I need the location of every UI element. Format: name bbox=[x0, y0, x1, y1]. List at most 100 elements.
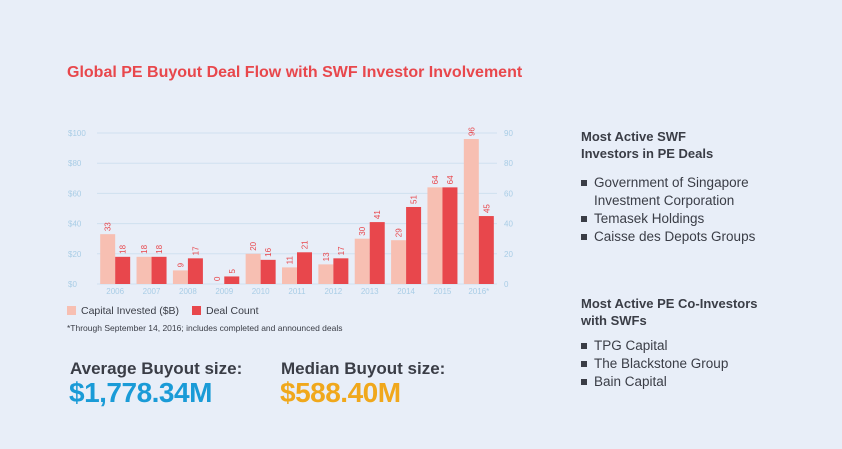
chart-title: Global PE Buyout Deal Flow with SWF Inve… bbox=[67, 64, 523, 81]
data-label-deal-count: 18 bbox=[119, 244, 128, 253]
data-label-deal-count: 21 bbox=[301, 240, 310, 249]
list-item: The Blackstone Group bbox=[581, 355, 728, 373]
list-item: Government of Singapore bbox=[581, 174, 755, 192]
bullet-icon bbox=[581, 379, 587, 385]
bar-deal-count bbox=[151, 256, 167, 284]
x-axis-tick-label: 2015 bbox=[434, 287, 452, 296]
bar-deal-count bbox=[115, 256, 131, 284]
median-buyout-label: Median Buyout size: bbox=[281, 359, 446, 378]
x-axis-tick-label: 2013 bbox=[361, 287, 379, 296]
x-axis-tick-label: 2011 bbox=[288, 287, 306, 296]
x-axis-tick-label: 2006 bbox=[106, 287, 124, 296]
list-item-label: TPG Capital bbox=[594, 338, 668, 353]
bar-deal-count bbox=[478, 216, 494, 284]
bullet-icon bbox=[581, 234, 587, 240]
right-axis-tick-label: 40 bbox=[504, 220, 513, 229]
median-buyout-value: $588.40M bbox=[280, 377, 401, 408]
bar-capital bbox=[354, 238, 370, 284]
bar-capital bbox=[172, 270, 188, 284]
data-label-deal-count: 16 bbox=[264, 247, 273, 256]
data-label-deal-count: 5 bbox=[228, 268, 237, 273]
data-label-deal-count: 18 bbox=[155, 244, 164, 253]
bar-deal-count bbox=[187, 258, 203, 284]
left-axis-tick-label: $60 bbox=[68, 189, 82, 198]
legend-label-capital: Capital Invested ($B) bbox=[81, 305, 180, 317]
bar-deal-count bbox=[369, 222, 385, 284]
data-label-deal-count: 17 bbox=[337, 246, 346, 255]
bar-deal-count bbox=[297, 252, 312, 284]
pe-heading-line2: with SWFs bbox=[581, 313, 647, 328]
average-buyout-value: $1,778.34M bbox=[69, 377, 212, 408]
bar-capital bbox=[318, 264, 334, 284]
data-label-capital: 64 bbox=[431, 175, 440, 184]
list-item-label: Temasek Holdings bbox=[594, 211, 705, 226]
list-item: Caisse des Depots Groups bbox=[581, 228, 755, 246]
legend-swatch-deals bbox=[191, 306, 201, 315]
bar-deal-count bbox=[224, 276, 240, 284]
x-axis-tick-label: 2007 bbox=[143, 287, 161, 296]
data-label-capital: 33 bbox=[104, 222, 113, 231]
data-label-capital: 11 bbox=[286, 256, 295, 265]
list-item: TPG Capital bbox=[581, 337, 728, 355]
list-item-label: The Blackstone Group bbox=[594, 356, 729, 371]
left-axis-tick-label: $20 bbox=[68, 250, 82, 259]
bar-deal-count bbox=[260, 259, 276, 284]
x-axis-tick-label: 2008 bbox=[179, 287, 197, 296]
swf-investors-heading: Most Active SWF Investors in PE Deals bbox=[581, 128, 713, 162]
x-axis-tick-label: 2010 bbox=[252, 287, 270, 296]
data-label-deal-count: 41 bbox=[373, 210, 382, 219]
right-axis-tick-label: 0 bbox=[504, 280, 509, 289]
data-label-capital: 20 bbox=[249, 241, 258, 250]
footnote: *Through September 14, 2016; includes co… bbox=[67, 323, 343, 333]
bullet-icon bbox=[581, 216, 587, 222]
pe-coinvestors-heading: Most Active PE Co-Investors with SWFs bbox=[581, 295, 758, 329]
swf-investors-list: Government of Singapore Investment Corpo… bbox=[581, 174, 755, 246]
data-label-capital: 13 bbox=[322, 252, 331, 261]
swf-heading-line1: Most Active SWF bbox=[581, 129, 686, 144]
bar-deal-count bbox=[406, 206, 422, 284]
data-label-capital: 18 bbox=[140, 244, 149, 253]
x-axis-tick-label: 2009 bbox=[215, 287, 233, 296]
list-item: Temasek Holdings bbox=[581, 210, 755, 228]
x-axis-tick-label: 2016* bbox=[468, 287, 489, 296]
data-label-deal-count: 45 bbox=[482, 204, 491, 213]
data-label-capital: 9 bbox=[176, 262, 185, 267]
left-axis-tick-label: $100 bbox=[68, 129, 86, 138]
data-label-capital: 0 bbox=[213, 276, 222, 281]
right-axis-tick-label: 60 bbox=[504, 189, 513, 198]
left-axis-tick-label: $40 bbox=[68, 220, 82, 229]
legend-swatch-capital bbox=[67, 306, 76, 315]
bar-capital bbox=[427, 187, 443, 284]
x-axis-tick-label: 2012 bbox=[324, 287, 342, 296]
bar-capital bbox=[282, 267, 297, 284]
right-axis-tick-label: 80 bbox=[504, 159, 513, 168]
bar-deal-count bbox=[442, 187, 458, 284]
bar-capital bbox=[245, 253, 261, 284]
swf-heading-line2: Investors in PE Deals bbox=[581, 146, 714, 161]
pe-coinvestors-list: TPG Capital The Blackstone Group Bain Ca… bbox=[581, 337, 728, 391]
bullet-icon bbox=[581, 180, 587, 186]
left-axis-tick-label: $0 bbox=[68, 280, 77, 289]
bar-capital bbox=[391, 240, 407, 284]
list-item-label: Bain Capital bbox=[594, 374, 667, 389]
legend-item-deals: Deal Count bbox=[191, 305, 259, 317]
chart-legend: Capital Invested ($B) Deal Count bbox=[67, 305, 269, 317]
bar-deal-count bbox=[333, 258, 349, 284]
bar-capital bbox=[463, 139, 479, 284]
list-item-label: Investment Corporation bbox=[594, 193, 735, 208]
left-axis-tick-label: $80 bbox=[68, 159, 82, 168]
bullet-icon bbox=[581, 361, 587, 367]
legend-label-deals: Deal Count bbox=[205, 305, 259, 317]
bar-capital bbox=[100, 234, 116, 284]
data-label-capital: 29 bbox=[395, 228, 404, 237]
data-label-capital: 96 bbox=[467, 127, 476, 136]
right-axis-tick-label: 20 bbox=[504, 250, 513, 259]
bar-capital bbox=[136, 256, 152, 284]
data-label-capital: 30 bbox=[358, 226, 367, 235]
average-buyout-label: Average Buyout size: bbox=[70, 359, 243, 378]
data-label-deal-count: 17 bbox=[191, 246, 200, 255]
bullet-icon bbox=[581, 343, 587, 349]
right-axis-tick-label: 90 bbox=[504, 129, 513, 138]
list-item-label: Caisse des Depots Groups bbox=[594, 229, 756, 244]
